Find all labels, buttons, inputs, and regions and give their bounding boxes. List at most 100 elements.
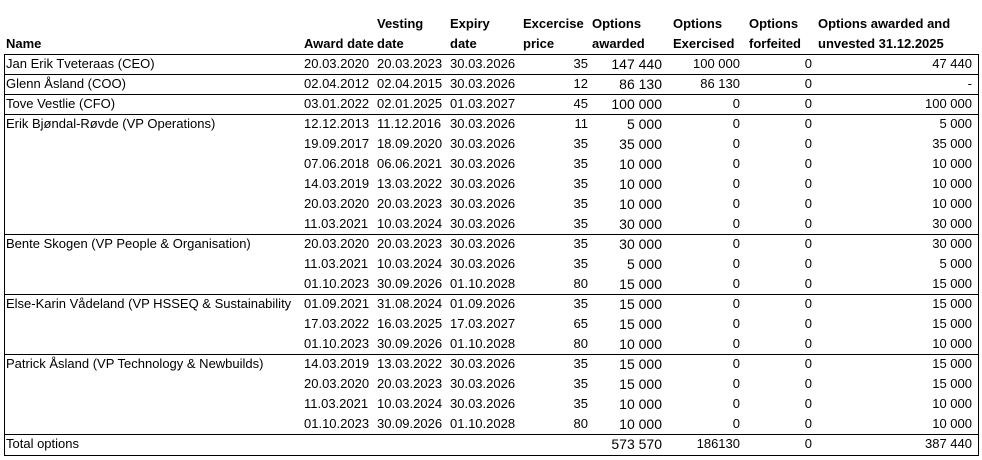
value-cell: 86 130 [700, 76, 740, 91]
value-cell: 18.09.2020 [377, 136, 443, 151]
value-cell: 35 [573, 136, 588, 151]
value-cell: 0 [804, 76, 812, 91]
value-cell: 10 000 [932, 336, 972, 351]
value-cell: 35 [573, 376, 588, 391]
value-cell: 03.01.2022 [304, 96, 370, 111]
value-cell: 86 130 [619, 76, 662, 92]
value-cell: 17.03.2022 [304, 316, 370, 331]
value-cell: 15 000 [619, 316, 662, 332]
value-cell: 0 [804, 376, 812, 391]
value-cell: 35 [573, 156, 588, 171]
value-cell: 100 000 [611, 96, 662, 112]
value-cell: 02.04.2015 [377, 76, 443, 91]
row-divider [4, 234, 978, 235]
value-cell: 30.03.2026 [450, 256, 516, 271]
column-header: Expiry date [450, 16, 490, 51]
value-cell: 10 000 [619, 156, 662, 172]
value-cell: 35 000 [932, 136, 972, 151]
value-cell: 01.10.2023 [304, 416, 370, 431]
value-cell: 01.10.2028 [450, 276, 516, 291]
value-cell: 5 000 [939, 116, 972, 131]
value-cell: 147 440 [611, 56, 662, 72]
value-cell: 0 [732, 236, 740, 251]
value-cell: 0 [732, 156, 740, 171]
value-cell: 0 [732, 416, 740, 431]
value-cell: 45 [573, 96, 588, 111]
row-divider [4, 74, 978, 75]
value-cell: 30.03.2026 [450, 116, 516, 131]
column-header: Options forfeited [749, 16, 801, 51]
value-cell: 80 [573, 336, 588, 351]
value-cell: 0 [732, 256, 740, 271]
value-cell: 15 000 [932, 376, 972, 391]
value-cell: 07.06.2018 [304, 156, 370, 171]
value-cell: 0 [732, 276, 740, 291]
value-cell: 0 [804, 436, 812, 451]
value-cell: 20.03.2020 [304, 56, 370, 71]
value-cell: 0 [804, 396, 812, 411]
value-cell: 0 [804, 196, 812, 211]
value-cell: 0 [732, 216, 740, 231]
value-cell: 10 000 [619, 396, 662, 412]
column-header: Name [6, 36, 42, 51]
name-cell: Tove Vestlie (CFO) [6, 96, 116, 111]
value-cell: 31.08.2024 [377, 296, 443, 311]
value-cell: 35 [573, 216, 588, 231]
value-cell: 15 000 [932, 296, 972, 311]
value-cell: 17.03.2027 [450, 316, 516, 331]
value-cell: 30.03.2026 [450, 156, 516, 171]
value-cell: 0 [732, 296, 740, 311]
value-cell: 30.03.2026 [450, 216, 516, 231]
value-cell: 0 [732, 116, 740, 131]
value-cell: 30 000 [932, 236, 972, 251]
name-cell: Bente Skogen (VP People & Organisation) [6, 236, 251, 251]
row-divider [4, 294, 978, 295]
value-cell: 0 [804, 216, 812, 231]
value-cell: 0 [804, 236, 812, 251]
value-cell: 30.03.2026 [450, 376, 516, 391]
value-cell: 30 000 [619, 236, 662, 252]
value-cell: 11.12.2016 [377, 116, 442, 131]
value-cell: 30.03.2026 [450, 196, 516, 211]
value-cell: 20.03.2023 [377, 56, 443, 71]
name-cell: Patrick Åsland (VP Technology & Newbuild… [6, 356, 264, 371]
value-cell: 20.03.2023 [377, 376, 443, 391]
value-cell: 02.01.2025 [377, 96, 443, 111]
value-cell: 15 000 [619, 296, 662, 312]
value-cell: 20.03.2023 [377, 196, 443, 211]
value-cell: 30.03.2026 [450, 356, 516, 371]
value-cell: 10 000 [932, 196, 972, 211]
value-cell: 30.03.2026 [450, 236, 516, 251]
name-cell: Glenn Åsland (COO) [6, 76, 126, 91]
column-header: Options awarded [592, 16, 645, 51]
value-cell: 10 000 [619, 196, 662, 212]
value-cell: 01.03.2027 [450, 96, 516, 111]
value-cell: 15 000 [932, 316, 972, 331]
value-cell: 100 000 [693, 56, 740, 71]
value-cell: 47 440 [932, 56, 972, 71]
value-cell: 0 [732, 176, 740, 191]
row-divider [4, 354, 978, 355]
value-cell: 35 [573, 396, 588, 411]
value-cell: 20.03.2020 [304, 236, 370, 251]
value-cell: 0 [804, 116, 812, 131]
value-cell: 13.03.2022 [377, 176, 443, 191]
value-cell: 35 [573, 356, 588, 371]
row-divider [4, 54, 978, 55]
value-cell: 30.09.2026 [377, 336, 443, 351]
column-header: Options awarded and unvested 31.12.2025 [818, 16, 951, 51]
column-header: Vesting date [377, 16, 424, 51]
value-cell: 0 [732, 356, 740, 371]
value-cell: 14.03.2019 [304, 176, 370, 191]
value-cell: 01.09.2021 [304, 296, 370, 311]
value-cell: 0 [804, 296, 812, 311]
value-cell: 10.03.2024 [377, 256, 443, 271]
value-cell: 0 [804, 96, 812, 111]
row-divider [4, 94, 978, 95]
value-cell: 0 [732, 336, 740, 351]
value-cell: 01.10.2023 [304, 276, 370, 291]
value-cell: 0 [732, 136, 740, 151]
column-header: Award date [304, 36, 374, 51]
value-cell: 12 [573, 76, 588, 91]
column-header: Options Exercised [673, 16, 735, 51]
